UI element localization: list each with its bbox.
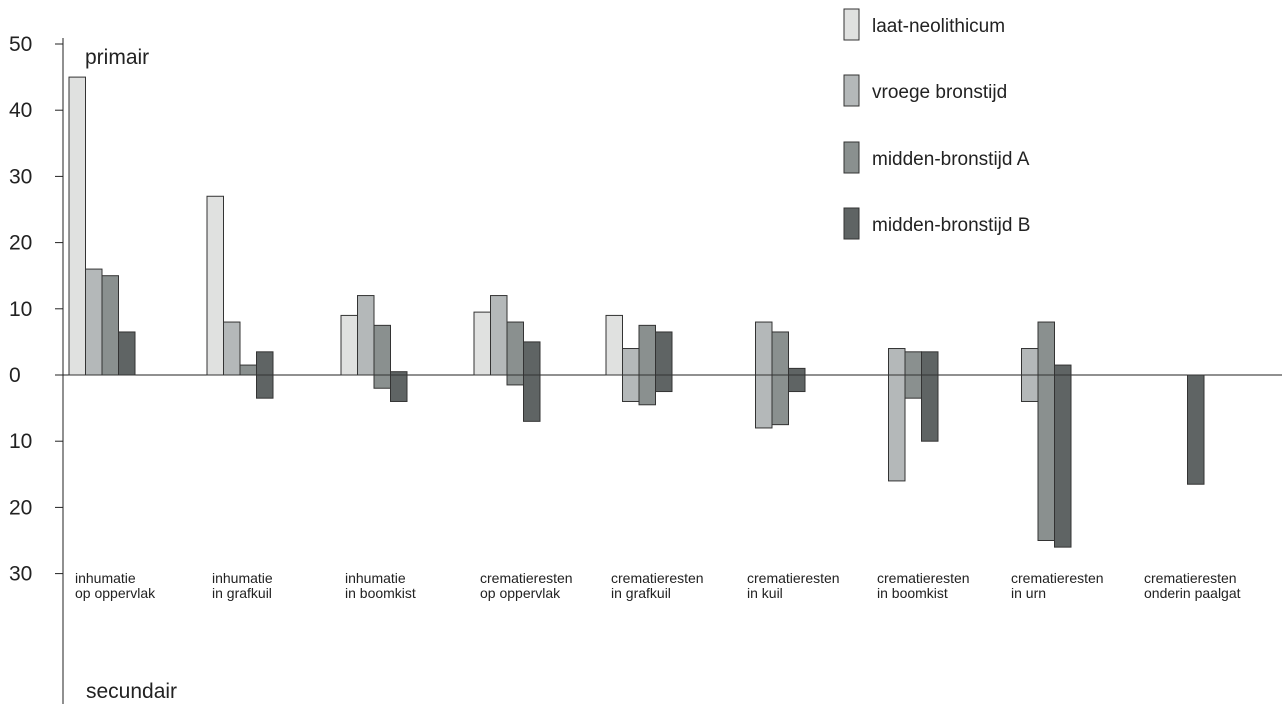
bar-primair-vroege-bronstijd-4 xyxy=(622,348,640,376)
bar-primair-midden-bronstijd-A-1 xyxy=(239,364,257,376)
bar-primair-midden-bronstijd-A-0 xyxy=(101,275,119,376)
bar-secundair-vroege-bronstijd-4 xyxy=(622,374,640,402)
legend: laat-neolithicum vroege bronstijd midden-b… xyxy=(843,8,1030,240)
bar-primair-laat-neolithicum-1 xyxy=(206,195,224,376)
category-label: inhumatie in grafkuil xyxy=(212,570,273,601)
y-tick-label: 20 xyxy=(9,232,32,255)
bar-secundair-midden-bronstijd-B-4 xyxy=(655,374,673,393)
bar-primair-midden-bronstijd-B-7 xyxy=(1054,364,1072,376)
legend-swatch xyxy=(843,141,860,174)
bar-primair-vroege-bronstijd-5 xyxy=(755,321,773,376)
category-labels: inhumatie op oppervlak inhumatie in grafkui… xyxy=(75,570,1241,601)
bar-secundair-midden-bronstijd-B-1 xyxy=(256,374,274,399)
y-tick-label: 50 xyxy=(9,33,32,56)
category-label: crematieresten in urn xyxy=(1011,570,1104,601)
category-label: inhumatie op oppervlak xyxy=(75,570,156,601)
legend-label: vroege bronstijd xyxy=(872,82,1007,103)
y-tick-labels: 50 40 30 20 10 0 10 20 30 xyxy=(9,33,32,586)
bar-primair-midden-bronstijd-B-4 xyxy=(655,331,673,376)
bar-primair-vroege-bronstijd-2 xyxy=(357,295,375,376)
bar-primair-midden-bronstijd-A-4 xyxy=(638,324,656,376)
bar-primair-midden-bronstijd-A-5 xyxy=(771,331,789,376)
bar-secundair-midden-bronstijd-A-7 xyxy=(1037,374,1055,541)
bar-primair-midden-bronstijd-B-1 xyxy=(256,351,274,376)
bar-primair-vroege-bronstijd-6 xyxy=(888,348,906,376)
bar-secundair-midden-bronstijd-B-6 xyxy=(921,374,939,442)
bar-secundair-vroege-bronstijd-7 xyxy=(1021,374,1039,402)
category-label: crematieresten op oppervlak xyxy=(480,570,573,601)
y-tick-label: 40 xyxy=(9,99,32,122)
bar-primair-laat-neolithicum-0 xyxy=(68,76,86,376)
bar-primair-midden-bronstijd-A-7 xyxy=(1037,321,1055,376)
secundair-label: secundair xyxy=(86,680,177,703)
y-tick-label: 30 xyxy=(9,563,32,586)
category-label: crematieresten onderin paalgat xyxy=(1144,570,1241,601)
legend-swatch xyxy=(843,8,860,41)
y-tick-label: 0 xyxy=(9,364,21,387)
legend-label: midden-bronstijd B xyxy=(872,215,1030,236)
category-label: crematieresten in kuil xyxy=(747,570,840,601)
bar-secundair-midden-bronstijd-A-6 xyxy=(904,374,922,399)
primair-label: primair xyxy=(85,46,149,69)
bar-secundair-midden-bronstijd-B-2 xyxy=(390,374,408,402)
bar-primair-midden-bronstijd-A-6 xyxy=(904,351,922,376)
bar-secundair-midden-bronstijd-B-5 xyxy=(788,374,806,393)
bar-secundair-midden-bronstijd-B-8 xyxy=(1187,374,1205,485)
y-tick-label: 30 xyxy=(9,165,32,188)
bar-primair-midden-bronstijd-A-3 xyxy=(506,321,524,376)
bar-primair-vroege-bronstijd-7 xyxy=(1021,348,1039,376)
bar-primair-laat-neolithicum-2 xyxy=(340,314,358,376)
bar-primair-midden-bronstijd-A-2 xyxy=(373,324,391,376)
bar-primair-midden-bronstijd-B-3 xyxy=(523,341,541,376)
legend-label: laat-neolithicum xyxy=(872,16,1005,37)
bar-primair-midden-bronstijd-B-6 xyxy=(921,351,939,376)
category-label: crematieresten in grafkuil xyxy=(611,570,704,601)
bar-primair-midden-bronstijd-B-0 xyxy=(118,331,136,376)
bar-secundair-vroege-bronstijd-5 xyxy=(755,374,773,429)
bar-secundair-midden-bronstijd-A-5 xyxy=(771,374,789,426)
bar-secundair-midden-bronstijd-B-7 xyxy=(1054,374,1072,548)
legend-swatch xyxy=(843,207,860,240)
y-tick-label: 20 xyxy=(9,496,32,519)
category-label: inhumatie in boomkist xyxy=(345,570,416,601)
y-tick-label: 10 xyxy=(9,430,32,453)
bar-secundair-midden-bronstijd-B-3 xyxy=(523,374,541,422)
bar-primair-vroege-bronstijd-1 xyxy=(223,321,241,376)
bar-secundair-midden-bronstijd-A-2 xyxy=(373,374,391,389)
bar-primair-vroege-bronstijd-3 xyxy=(490,295,508,376)
bars xyxy=(68,76,1205,548)
bar-primair-vroege-bronstijd-0 xyxy=(85,268,103,376)
category-label: crematieresten in boomkist xyxy=(877,570,970,601)
bar-secundair-midden-bronstijd-A-4 xyxy=(638,374,656,406)
bar-primair-laat-neolithicum-3 xyxy=(473,311,491,376)
legend-label: midden-bronstijd A xyxy=(872,149,1030,170)
bar-secundair-midden-bronstijd-A-3 xyxy=(506,374,524,386)
bar-primair-midden-bronstijd-B-5 xyxy=(788,367,806,376)
bar-primair-laat-neolithicum-4 xyxy=(605,314,623,376)
bar-secundair-vroege-bronstijd-6 xyxy=(888,374,906,482)
legend-swatch xyxy=(843,74,860,107)
y-tick-label: 10 xyxy=(9,298,32,321)
